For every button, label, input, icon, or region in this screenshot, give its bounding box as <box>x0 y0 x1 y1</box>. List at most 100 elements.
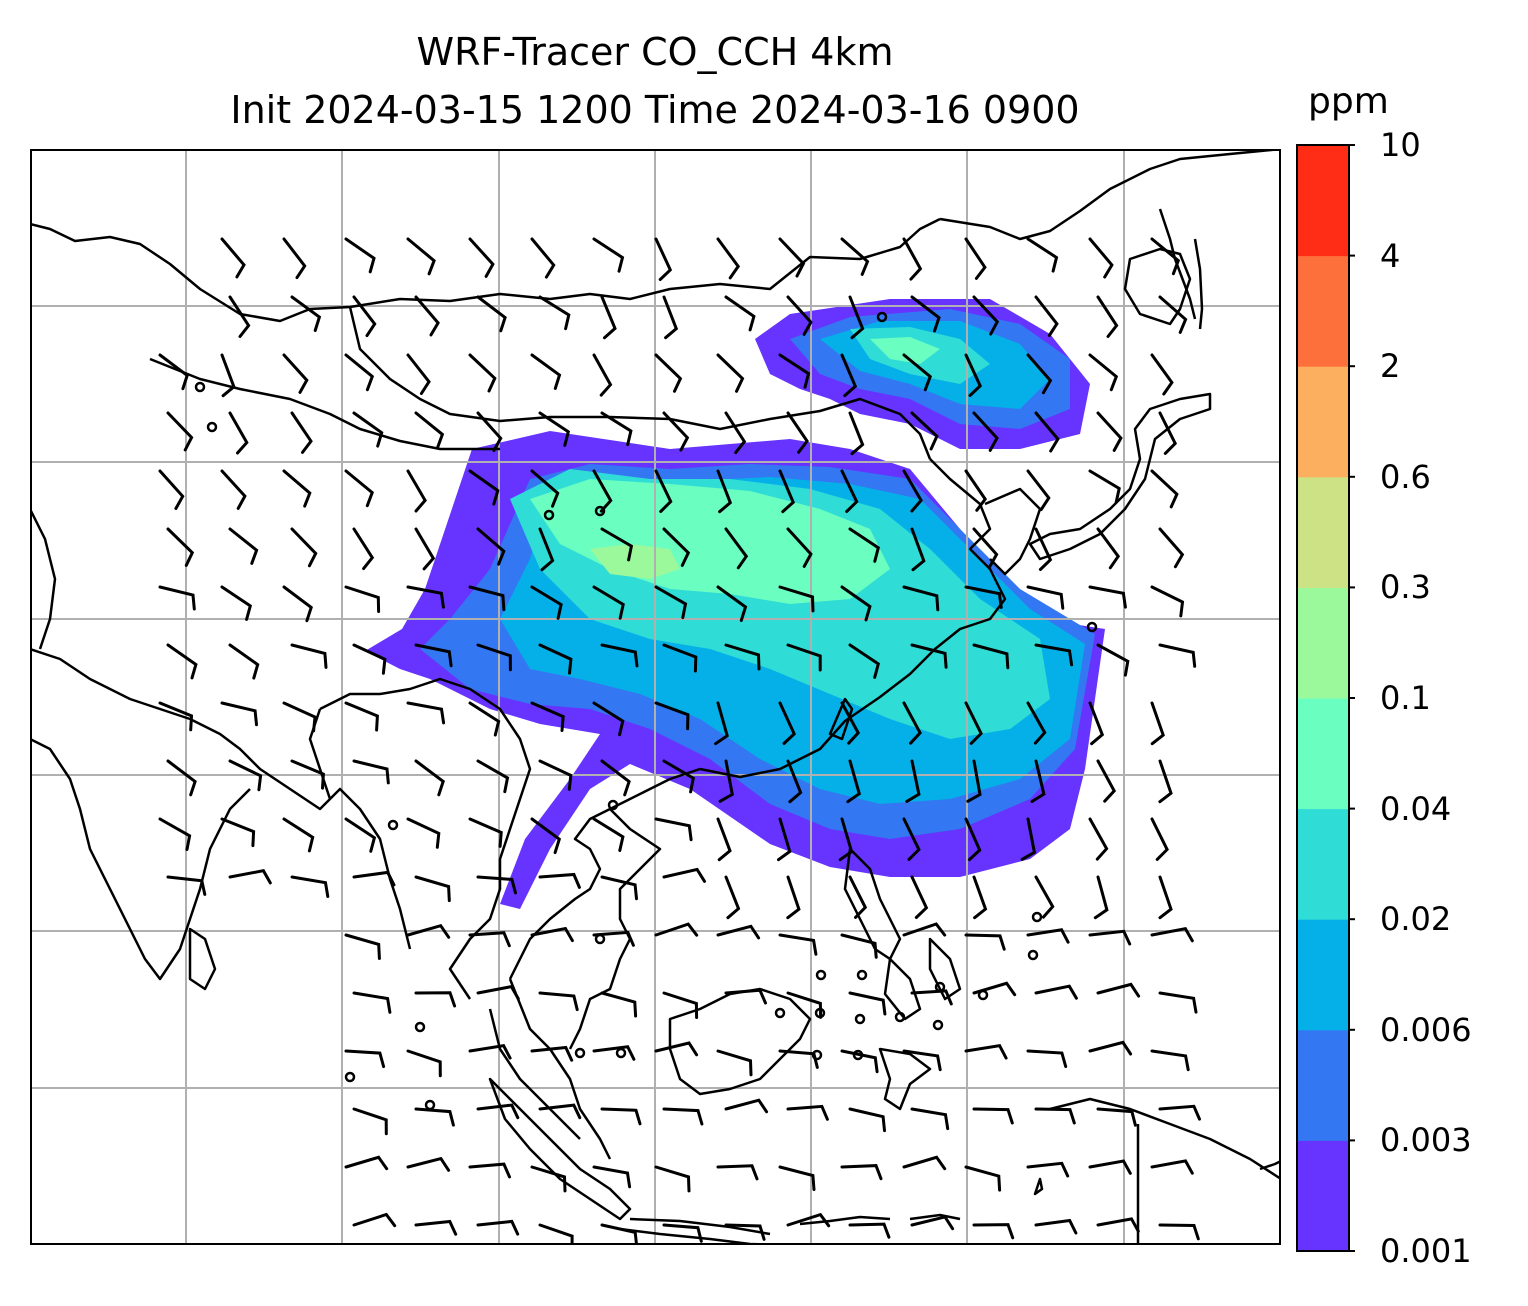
wind-barb <box>166 875 207 896</box>
wind-barb <box>972 527 999 569</box>
wind-barb <box>724 875 741 920</box>
wind-barb <box>290 643 328 669</box>
wind-barb <box>414 759 445 797</box>
wind-barb <box>1034 1107 1076 1125</box>
wind-barb <box>344 1049 386 1069</box>
calm-marker <box>856 969 868 981</box>
wind-barb <box>1088 469 1121 504</box>
calm-marker <box>414 1021 426 1033</box>
wind-barb <box>352 1212 397 1228</box>
wind-barb <box>786 1104 829 1121</box>
wind-barb <box>166 759 197 797</box>
calm-marker <box>594 505 606 517</box>
wind-barb <box>910 527 926 572</box>
wind-barb <box>468 1044 512 1060</box>
wind-barb <box>530 469 560 508</box>
wind-barb <box>1150 1049 1190 1072</box>
wind-barb <box>840 1164 883 1181</box>
wind-barb <box>964 469 988 512</box>
wind-barb <box>344 585 381 613</box>
wind-barb <box>1088 1040 1133 1056</box>
wind-barb <box>228 411 249 455</box>
wind-barb <box>716 817 732 862</box>
wind-barb <box>352 295 377 338</box>
wind-barb <box>964 1165 1002 1192</box>
wind-barb <box>592 469 613 513</box>
wind-barb <box>228 869 272 885</box>
map-frame <box>30 149 1281 1245</box>
calm-marker <box>1027 949 1039 961</box>
wind-barb <box>600 527 634 562</box>
wind-barb <box>158 469 185 510</box>
wind-barb <box>290 759 325 790</box>
wind-barb <box>902 701 922 745</box>
wind-barb <box>778 585 815 613</box>
calm-marker <box>894 1011 906 1023</box>
colorbar-segment <box>1297 366 1349 478</box>
wind-barb <box>964 585 1003 609</box>
colorbar-segment <box>1297 1140 1349 1252</box>
colorbar-tick-label: 2 <box>1380 347 1401 386</box>
wind-barb <box>158 353 189 391</box>
wind-barb <box>414 411 445 449</box>
wind-barb <box>600 759 631 797</box>
wind-barb <box>1034 875 1055 919</box>
calm-marker <box>615 1047 627 1059</box>
colorbar-unit-label: ppm <box>1308 81 1389 122</box>
wind-barb <box>714 701 729 746</box>
wind-barb <box>662 867 706 883</box>
wind-barb <box>964 701 983 745</box>
wind-barb <box>352 643 387 675</box>
wind-barb <box>910 989 953 1006</box>
wind-barb <box>158 817 192 851</box>
wind-barb <box>476 643 512 672</box>
wind-barb <box>1158 991 1198 1014</box>
wind-barb <box>1034 643 1074 667</box>
wind-barb <box>786 759 803 804</box>
wind-barb <box>905 759 921 803</box>
wind-barb <box>406 237 436 276</box>
colorbar-tick-label: 4 <box>1380 236 1401 275</box>
wind-barb <box>654 817 693 842</box>
wind-barb <box>228 295 251 338</box>
wind-barb <box>592 237 625 273</box>
colorbar-segment <box>1297 255 1349 367</box>
wind-barb <box>282 469 312 508</box>
wind-barb <box>414 991 457 1008</box>
calm-marker <box>815 969 827 981</box>
wind-barb <box>530 926 574 943</box>
wind-barb <box>530 1045 574 1062</box>
wind-barb <box>1034 295 1059 337</box>
wind-barbs <box>158 237 1201 1245</box>
wind-barb <box>220 701 258 727</box>
wind-barb <box>848 1107 886 1133</box>
calm-wind-markers <box>194 311 1098 1111</box>
wind-barb <box>414 1107 455 1127</box>
wind-barb <box>592 930 635 947</box>
wind-barb <box>220 585 253 621</box>
wind-barb <box>1088 929 1132 946</box>
calm-marker <box>774 1007 786 1019</box>
wind-barb <box>654 237 673 281</box>
wind-barb <box>654 469 673 513</box>
wind-barb <box>1034 984 1078 1000</box>
wind-barb <box>786 991 823 1019</box>
wind-barb <box>846 759 862 804</box>
wind-barb <box>1096 411 1123 452</box>
wind-barb <box>352 1107 388 1136</box>
wind-barb <box>1150 1159 1194 1175</box>
wind-barb <box>724 643 761 671</box>
wind-barb <box>902 469 923 513</box>
colorbar-segment <box>1297 1029 1349 1141</box>
wind-barb <box>530 701 565 732</box>
calm-marker <box>1031 911 1043 923</box>
wind-barb <box>538 1103 582 1120</box>
wind-barb <box>166 527 195 567</box>
wind-barb <box>1088 585 1127 609</box>
wind-barb <box>352 991 392 1014</box>
calm-marker <box>607 799 619 811</box>
wind-barb <box>282 585 313 623</box>
wind-barb <box>1158 295 1188 334</box>
wind-barb <box>848 295 865 340</box>
calm-marker <box>811 1049 823 1061</box>
